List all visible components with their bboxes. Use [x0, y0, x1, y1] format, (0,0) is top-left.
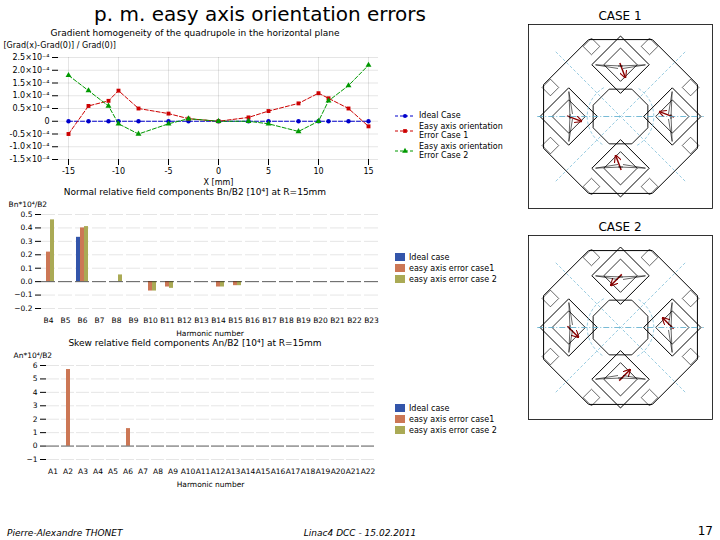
svg-text:2.0×10⁻⁴: 2.0×10⁻⁴ — [12, 66, 49, 75]
svg-text:0.2: 0.2 — [21, 250, 33, 259]
html-text:CASE 2: CASE 2 — [598, 220, 642, 234]
svg-text:-15: -15 — [62, 167, 75, 176]
svg-text:−0.2: −0.2 — [14, 304, 32, 313]
html-text:easy axis error case1: easy axis error case1 — [409, 263, 495, 273]
svg-text:15: 15 — [363, 167, 373, 176]
svg-text:0.5×10⁻⁴: 0.5×10⁻⁴ — [12, 104, 49, 113]
svg-text:A7: A7 — [138, 467, 148, 476]
svg-text:A10: A10 — [181, 467, 196, 476]
svg-text:0.0: 0.0 — [21, 277, 33, 286]
svg-text:B14: B14 — [211, 316, 226, 325]
svg-text:B10: B10 — [143, 316, 158, 325]
svg-text:B17: B17 — [262, 316, 277, 325]
svg-text:5: 5 — [33, 374, 38, 383]
svg-text:A6: A6 — [123, 467, 133, 476]
svg-text:X [mm]: X [mm] — [204, 178, 234, 187]
svg-text:A3: A3 — [78, 467, 88, 476]
svg-text:B23: B23 — [364, 316, 379, 325]
svg-text:An*10⁴/B2: An*10⁴/B2 — [14, 351, 53, 360]
svg-text:A9: A9 — [168, 467, 178, 476]
svg-text:B19: B19 — [296, 316, 311, 325]
svg-text:−0.1: −0.1 — [14, 290, 32, 299]
svg-text:4: 4 — [33, 388, 38, 397]
html-text:Gradient homogeneity of the qu: Gradient homogeneity of the quadrupole i… — [50, 28, 340, 38]
html-text:easy axis error case 2: easy axis error case 2 — [409, 425, 497, 435]
html-text:Normal relative field componen: Normal relative field components Bn/B2 [… — [63, 187, 327, 197]
svg-text:B7: B7 — [95, 316, 105, 325]
html-text:Skew relative field components: Skew relative field components An/B2 [10… — [68, 338, 322, 348]
html-text:Pierre-Alexandre THONET: Pierre-Alexandre THONET — [7, 528, 123, 538]
svg-text:B4: B4 — [44, 316, 54, 325]
html-text:p. m. easy axis orientation er: p. m. easy axis orientation errors — [94, 2, 426, 26]
svg-text:A1: A1 — [48, 467, 58, 476]
svg-text:5: 5 — [266, 167, 271, 176]
svg-text:A12: A12 — [211, 467, 226, 476]
svg-text:A2: A2 — [63, 467, 73, 476]
svg-text:A20: A20 — [331, 467, 346, 476]
svg-text:-1.0×10⁻⁴: -1.0×10⁻⁴ — [10, 142, 50, 151]
svg-text:1.0×10⁻⁴: 1.0×10⁻⁴ — [12, 91, 49, 100]
html-text:easy axis error case 2: easy axis error case 2 — [409, 274, 497, 284]
svg-text:B13: B13 — [194, 316, 209, 325]
svg-text:A18: A18 — [301, 467, 316, 476]
svg-text:B21: B21 — [330, 316, 345, 325]
svg-text:B15: B15 — [228, 316, 243, 325]
svg-text:B18: B18 — [279, 316, 294, 325]
svg-text:0: 0 — [44, 117, 49, 126]
svg-text:B6: B6 — [78, 316, 88, 325]
svg-text:A21: A21 — [346, 467, 361, 476]
svg-text:Harmonic number: Harmonic number — [176, 329, 245, 338]
svg-text:-5: -5 — [165, 167, 173, 176]
svg-text:-10: -10 — [112, 167, 125, 176]
svg-text:0.4: 0.4 — [21, 223, 33, 232]
html-text:CASE 1: CASE 1 — [598, 9, 642, 23]
svg-text:−1: −1 — [26, 455, 37, 464]
html-text:Ideal case: Ideal case — [409, 252, 450, 262]
svg-text:B5: B5 — [61, 316, 71, 325]
svg-text:A4: A4 — [93, 467, 103, 476]
html-text:Ideal Case: Ideal Case — [419, 111, 461, 120]
html-text:17: 17 — [697, 524, 713, 538]
svg-text:Harmonic number: Harmonic number — [177, 480, 246, 489]
svg-text:A11: A11 — [196, 467, 211, 476]
html-text:Easy axis orientation Error Ca: Easy axis orientation Error Case 1 — [419, 122, 503, 140]
html-text:Ideal case: Ideal case — [409, 403, 450, 413]
svg-text:-0.5×10⁻⁴: -0.5×10⁻⁴ — [10, 130, 50, 139]
svg-text:1: 1 — [33, 428, 38, 437]
svg-text:A13: A13 — [226, 467, 241, 476]
svg-text:A5: A5 — [108, 467, 118, 476]
svg-text:Bn*10⁴/B2: Bn*10⁴/B2 — [9, 200, 48, 209]
svg-text:B11: B11 — [160, 316, 175, 325]
svg-text:0: 0 — [216, 167, 221, 176]
html-text:easy axis error case1: easy axis error case1 — [409, 414, 495, 424]
html-text:Easy axis orientation Error Ca: Easy axis orientation Error Case 2 — [419, 142, 503, 160]
svg-text:0.5: 0.5 — [21, 210, 33, 219]
svg-text:[Grad(x)-Grad(0)] / Grad(0)]: [Grad(x)-Grad(0)] / Grad(0)] — [4, 41, 116, 50]
html-text:Linac4 DCC - 15.02.2011: Linac4 DCC - 15.02.2011 — [303, 528, 417, 538]
svg-text:2.5×10⁻⁴: 2.5×10⁻⁴ — [12, 53, 49, 62]
svg-text:10: 10 — [313, 167, 323, 176]
svg-text:A19: A19 — [316, 467, 331, 476]
svg-text:0.3: 0.3 — [21, 237, 33, 246]
svg-text:A14: A14 — [241, 467, 256, 476]
svg-text:B8: B8 — [112, 316, 122, 325]
svg-text:2: 2 — [33, 415, 38, 424]
svg-text:B9: B9 — [129, 316, 139, 325]
svg-text:B16: B16 — [245, 316, 260, 325]
svg-text:3: 3 — [33, 401, 38, 410]
svg-text:-1.5×10⁻⁴: -1.5×10⁻⁴ — [10, 155, 50, 164]
svg-text:A15: A15 — [256, 467, 271, 476]
svg-text:0: 0 — [33, 441, 38, 450]
svg-text:B22: B22 — [347, 316, 362, 325]
svg-text:1.5×10⁻⁴: 1.5×10⁻⁴ — [12, 79, 49, 88]
svg-text:A22: A22 — [361, 467, 376, 476]
svg-text:A8: A8 — [153, 467, 163, 476]
svg-text:A17: A17 — [286, 467, 301, 476]
svg-text:0.1: 0.1 — [21, 264, 33, 273]
svg-text:A16: A16 — [271, 467, 286, 476]
svg-text:B12: B12 — [177, 316, 192, 325]
svg-text:6: 6 — [33, 361, 38, 370]
svg-text:B20: B20 — [313, 316, 328, 325]
